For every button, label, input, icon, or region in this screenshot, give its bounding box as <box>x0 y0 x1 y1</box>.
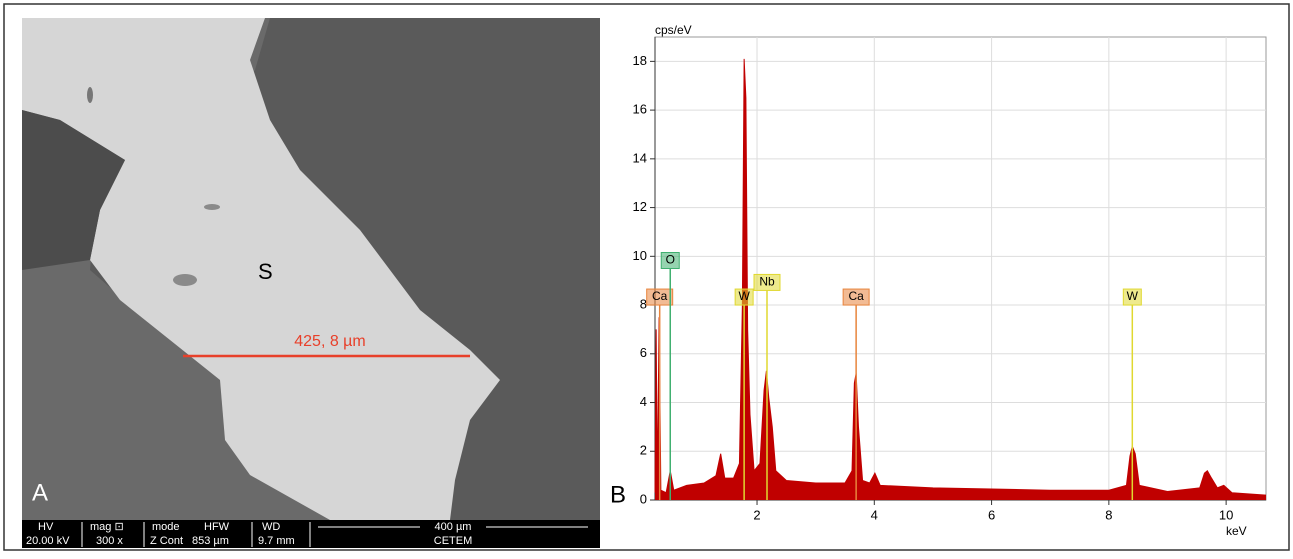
info: WD <box>262 521 280 533</box>
element-label: W <box>738 289 750 303</box>
x-tick-label: 10 <box>1219 507 1233 522</box>
sem-inclusion <box>204 204 220 210</box>
info-bg <box>22 520 600 548</box>
y-tick-label: 14 <box>633 150 647 165</box>
element-tag <box>753 273 781 291</box>
y-tick-label: 16 <box>633 102 647 117</box>
y-tick-label: 10 <box>633 248 647 263</box>
element-label: O <box>666 253 675 267</box>
y-tick-label: 6 <box>640 345 647 360</box>
panel-label: B <box>610 481 626 508</box>
panel-label: A <box>32 479 48 506</box>
info: 300 x <box>96 535 123 547</box>
info: mag ⊡ <box>90 521 124 533</box>
info: 9.7 mm <box>258 535 295 547</box>
x-tick-label: 2 <box>753 507 760 522</box>
sem-inclusion <box>87 87 93 103</box>
element-label: W <box>1127 289 1139 303</box>
element-tag <box>842 288 870 306</box>
y-tick-label: 0 <box>640 491 647 506</box>
element-tag <box>646 288 674 306</box>
y-axis-label: cps/eV <box>655 23 692 37</box>
sem-image: S 425, 8 µm A <box>22 18 600 520</box>
x-axis-label: keV <box>1226 524 1247 538</box>
sem-inclusion <box>173 274 197 286</box>
info: CETEM <box>434 535 473 547</box>
info: mode <box>152 521 180 533</box>
phase-label: S <box>258 259 273 284</box>
y-tick-label: 8 <box>640 296 647 311</box>
x-tick-label: 6 <box>988 507 995 522</box>
info: HFW <box>204 521 230 533</box>
element-tag <box>1122 288 1142 306</box>
element-label: Ca <box>652 289 668 303</box>
info: 400 µm <box>435 521 472 533</box>
element-tag <box>734 288 754 306</box>
spectrum-line <box>654 58 1267 496</box>
element-label: Nb <box>759 275 775 289</box>
measurement: 425, 8 µm <box>294 333 365 350</box>
info-bar: HV 20.00 kV mag ⊡ 300 x mode Z Cont HFW … <box>22 520 600 548</box>
x-tick-label: 8 <box>1105 507 1112 522</box>
x-tick-label: 4 <box>871 507 878 522</box>
y-tick-label: 2 <box>640 443 647 458</box>
info: 853 µm <box>192 535 229 547</box>
spectrum-chart: 0 2 4 6 8 10 12 14 16 18 2 4 6 8 10 cps/eV keV B Ca O W Nb Ca W <box>610 23 1267 538</box>
y-tick-label: 4 <box>640 394 647 409</box>
sem-grain <box>22 18 500 520</box>
info: HV <box>38 521 54 533</box>
sem-shadow <box>22 110 125 270</box>
info: Z Cont <box>150 535 183 547</box>
element-tag <box>660 252 680 269</box>
y-tick-label: 18 <box>633 53 647 68</box>
info: 20.00 kV <box>26 535 70 547</box>
y-tick-label: 12 <box>633 199 647 214</box>
scale-bg <box>420 520 486 534</box>
element-label: Ca <box>848 289 864 303</box>
